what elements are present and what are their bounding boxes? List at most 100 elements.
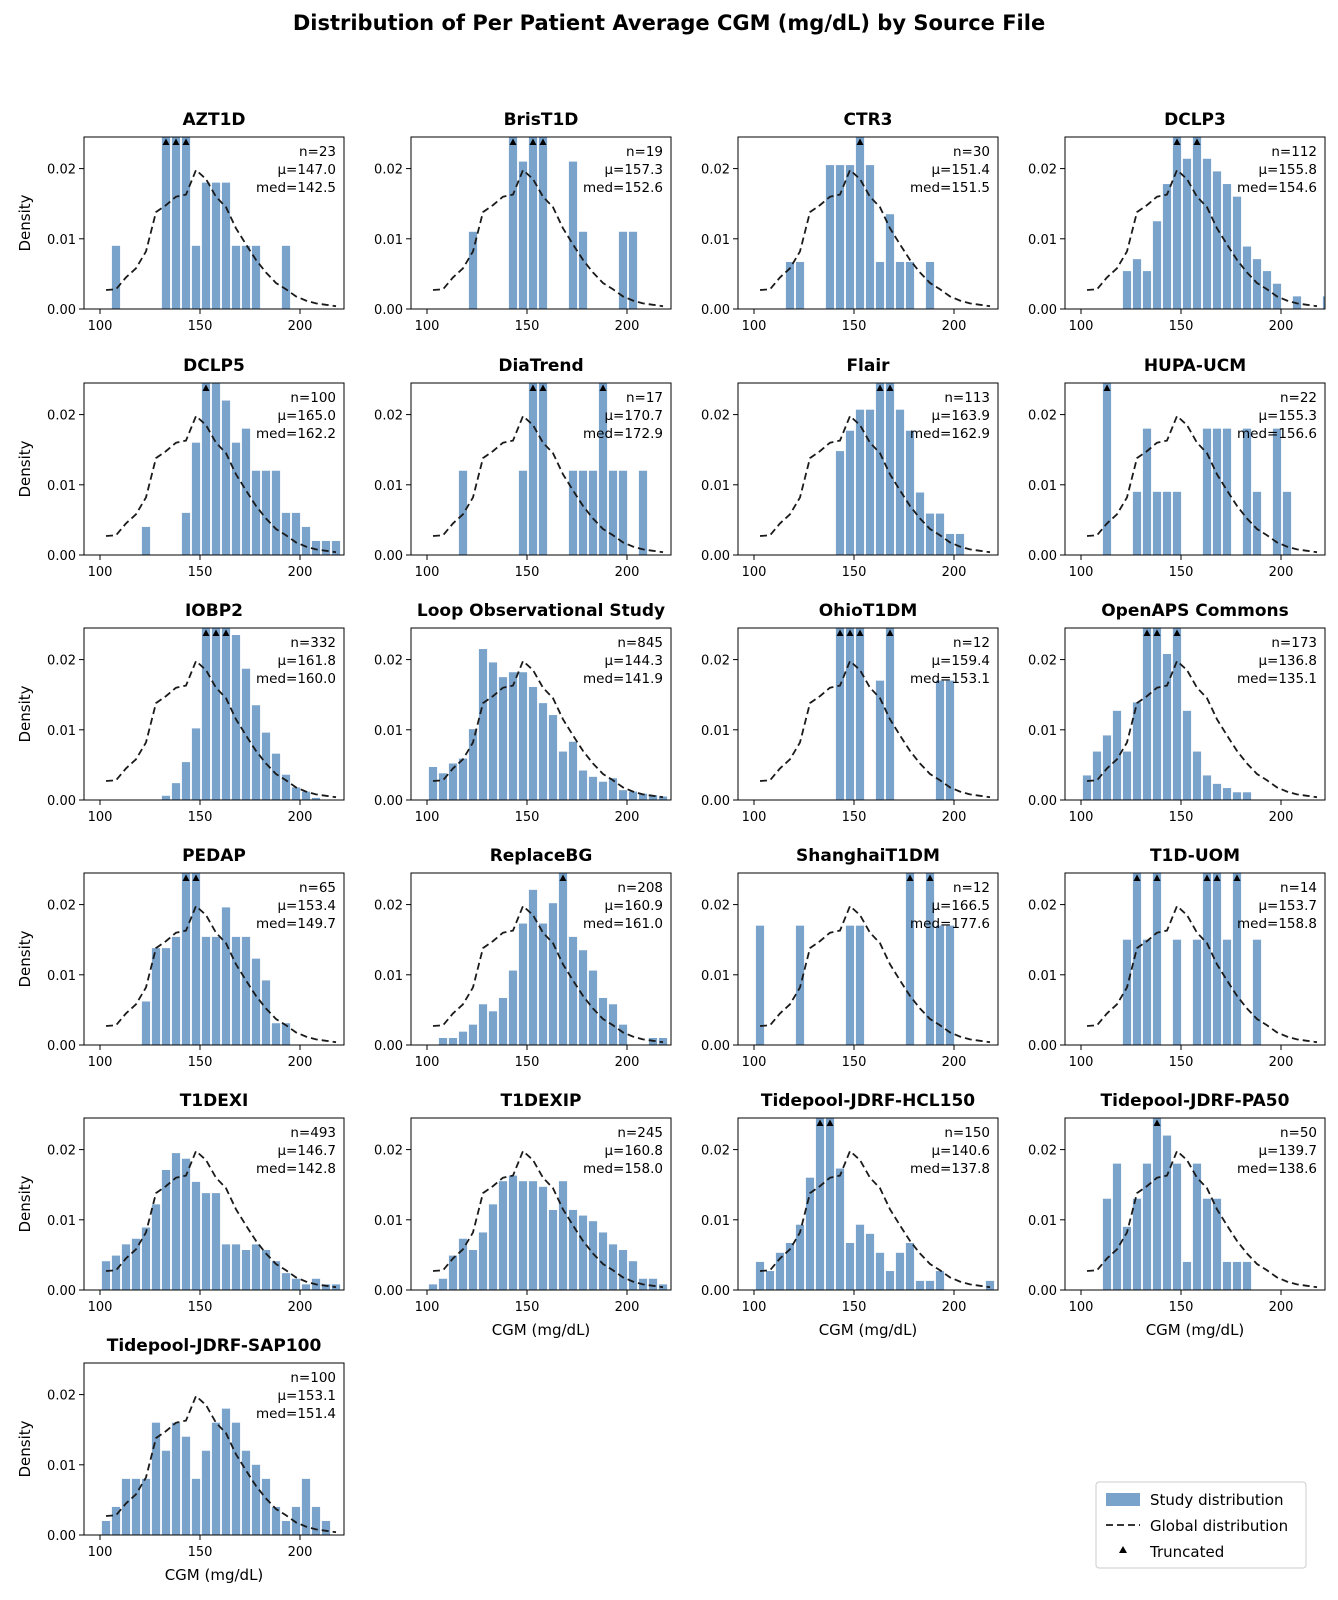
bar: [508, 137, 518, 309]
bar: [131, 1478, 141, 1535]
annotation-n: n=19: [626, 144, 663, 160]
bar: [925, 513, 935, 555]
bar: [1082, 775, 1092, 800]
global-distribution-line: [1086, 168, 1318, 308]
bar: [141, 1227, 151, 1290]
truncated-marker: [1103, 384, 1111, 391]
x-tick-label: 150: [188, 1055, 213, 1070]
bar: [311, 797, 321, 800]
bar: [1152, 491, 1162, 555]
bar: [191, 1181, 201, 1290]
bar: [518, 672, 528, 800]
bar: [161, 795, 171, 800]
annotation-median: med=137.8: [910, 1161, 990, 1177]
bar: [508, 672, 518, 800]
y-tick-label: 0.00: [47, 303, 76, 318]
histogram-bars: [785, 137, 935, 309]
y-tick-label: 0.00: [374, 1284, 403, 1299]
bar: [1212, 428, 1222, 555]
axes-frame: [1064, 382, 1326, 556]
annotation-mean: μ=159.4: [931, 653, 990, 669]
bar: [121, 1244, 131, 1290]
bar: [1192, 137, 1202, 309]
panel-title: Tidepool-JDRF-SAP100: [107, 1336, 322, 1356]
bar: [1122, 1226, 1132, 1290]
global-distribution-line: [432, 659, 664, 799]
panel-title: Loop Observational Study: [417, 601, 665, 621]
panel-openaps-commons: 100 150 200 0.00 0.01 0.02 OpenAPS Commons n=17…: [1028, 601, 1326, 825]
annotation-mean: μ=161.8: [277, 653, 336, 669]
bar: [955, 533, 965, 555]
annotation-mean: μ=157.3: [604, 162, 663, 178]
truncated-marker: [182, 138, 190, 145]
bar: [528, 383, 538, 555]
bar: [568, 1209, 578, 1290]
bar: [1162, 184, 1172, 309]
bar: [528, 1181, 538, 1290]
y-axis-label: Density: [16, 685, 34, 742]
bar: [261, 980, 271, 1045]
x-tick-label: 200: [288, 810, 313, 825]
bar: [795, 1224, 805, 1290]
annotation-n: n=23: [299, 144, 336, 160]
bar: [438, 1278, 448, 1290]
global-distribution-line: [105, 659, 337, 799]
panel-replacebg: 100 150 200 0.00 0.01 0.02 ReplaceBG n=208 μ=160…: [374, 846, 672, 1070]
bar: [1252, 939, 1262, 1045]
annotation-mean: μ=155.8: [1258, 162, 1317, 178]
panel-t1dexip: 100 150 200 0.00 0.01 0.02 T1DEXIP n=245 μ=160.8…: [374, 1091, 672, 1339]
bar: [151, 1422, 161, 1535]
bar: [1222, 184, 1232, 309]
truncated-marker: [1133, 874, 1141, 881]
bar: [885, 383, 895, 555]
global-distribution-line: [1086, 904, 1318, 1044]
annotation-mean: μ=140.6: [931, 1143, 990, 1159]
truncated-marker: [599, 384, 607, 391]
annotation-n: n=14: [1280, 880, 1317, 896]
annotation-mean: μ=170.7: [604, 408, 663, 424]
bar: [568, 936, 578, 1045]
bar: [845, 1242, 855, 1290]
x-tick-label: 100: [88, 1300, 113, 1315]
bar: [311, 540, 321, 555]
global-distribution-line: [759, 904, 991, 1044]
annotation-median: med=162.9: [910, 426, 990, 442]
bar: [1142, 428, 1152, 555]
y-tick-label: 0.00: [701, 1284, 730, 1299]
bar: [468, 1024, 478, 1045]
axes-frame: [83, 382, 345, 556]
bar: [518, 161, 528, 309]
x-tick-label: 200: [942, 319, 967, 334]
annotation-median: med=162.2: [256, 426, 336, 442]
bar: [1192, 1163, 1202, 1290]
bar: [1222, 939, 1232, 1045]
bar: [251, 1464, 261, 1535]
y-tick-label: 0.02: [1028, 899, 1057, 914]
bar: [1272, 428, 1282, 555]
y-tick-label: 0.02: [47, 899, 76, 914]
bar: [578, 231, 588, 309]
x-tick-label: 100: [415, 1055, 440, 1070]
bar: [815, 1118, 825, 1290]
bar: [1162, 491, 1172, 555]
y-tick-label: 0.01: [1028, 233, 1057, 248]
annotation-n: n=12: [953, 880, 990, 896]
bar: [795, 261, 805, 309]
x-tick-label: 100: [88, 565, 113, 580]
panel-dclp5: 100 150 200 0.00 0.01 0.02 DCLP5 n=100 μ=165.0 me…: [16, 356, 345, 580]
bar: [1132, 1198, 1142, 1290]
legend-study-label: Study distribution: [1150, 1491, 1284, 1509]
bar: [518, 1181, 528, 1290]
panel-t1d-uom: 100 150 200 0.00 0.01 0.02 T1D-UOM n=14 μ=153.7 m…: [1028, 846, 1326, 1070]
bar: [251, 470, 261, 555]
bar: [1242, 1261, 1252, 1290]
annotation-median: med=154.6: [1237, 180, 1317, 196]
truncated-marker: [836, 629, 844, 636]
bar: [508, 970, 518, 1045]
bar: [915, 492, 925, 555]
bar: [1202, 428, 1212, 555]
bar: [855, 925, 865, 1045]
x-tick-label: 200: [615, 1055, 640, 1070]
bar: [865, 1233, 875, 1290]
bar: [161, 1450, 171, 1535]
